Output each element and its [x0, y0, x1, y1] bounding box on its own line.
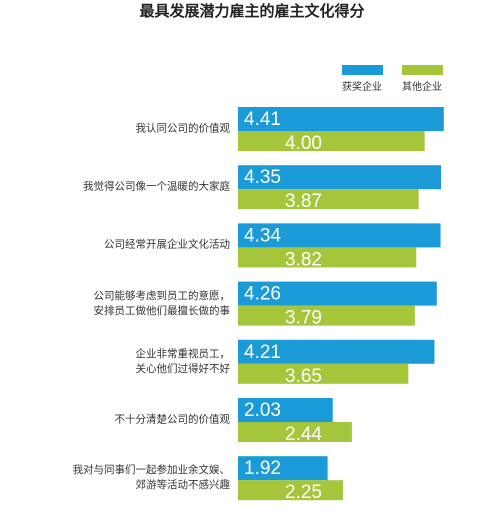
value-label: 4.41 [244, 109, 281, 130]
value-label: 4.00 [285, 133, 322, 154]
category-label: 我认同公司的价值观 [135, 122, 231, 135]
category-label: 不十分清楚公司的价值观 [114, 413, 231, 426]
legend-swatch [402, 65, 443, 75]
bar [238, 165, 441, 190]
value-label: 2.25 [285, 482, 322, 503]
value-label: 2.03 [244, 400, 281, 421]
value-label: 4.35 [244, 167, 281, 188]
bar [238, 398, 333, 422]
bar [238, 456, 328, 481]
bar [238, 363, 409, 384]
bar [238, 223, 441, 248]
bar [238, 131, 425, 151]
bar [238, 339, 435, 364]
value-label: 2.44 [285, 424, 322, 445]
value-label: 3.82 [285, 249, 322, 270]
category-label: 公司经常开展企业文化活动 [104, 238, 230, 251]
chart-title: 最具发展潜力雇主的雇主文化得分 [139, 2, 365, 20]
category-label: 我觉得公司像一个温暖的大家庭 [83, 180, 230, 193]
bar [238, 480, 343, 501]
bar [238, 281, 437, 306]
value-label: 3.79 [285, 308, 322, 329]
legend-label: 其他企业 [402, 82, 442, 93]
legend-swatch [342, 65, 383, 75]
value-label: 3.65 [285, 366, 322, 387]
legend-label: 获奖企业 [342, 82, 382, 93]
category-label: 公司能够考虑到员工的意愿， 安排员工做他们最擅长做的事 [93, 289, 231, 317]
value-label: 4.34 [244, 225, 281, 246]
bar [238, 305, 415, 326]
bar [238, 189, 419, 210]
bar [238, 422, 352, 442]
value-label: 1.92 [244, 458, 281, 479]
category-label: 我对与同事们一起参加业余文娱、 郊游等活动不感兴趣 [72, 464, 231, 492]
category-label: 企业非常重视员工， 关心他们过得好不好 [135, 347, 231, 375]
bar [238, 107, 444, 131]
value-label: 4.21 [244, 342, 281, 363]
bar [238, 247, 417, 268]
value-label: 4.26 [244, 284, 281, 305]
value-label: 3.87 [285, 191, 322, 212]
